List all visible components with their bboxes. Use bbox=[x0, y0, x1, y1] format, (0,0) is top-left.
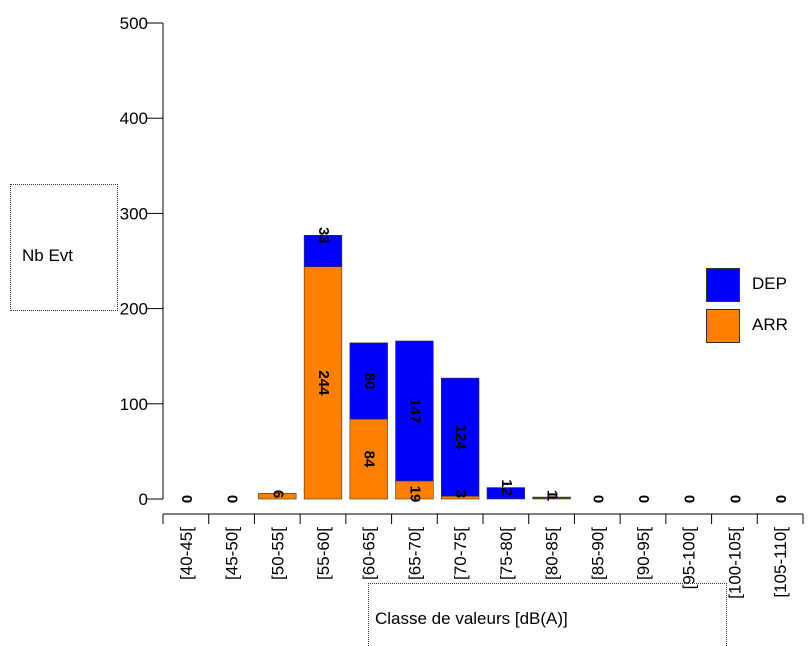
data-label-arr-8: 1 bbox=[544, 490, 561, 498]
x-tick-label-9: [85-90[ bbox=[588, 527, 607, 580]
y-tick-label-0: 0 bbox=[139, 490, 148, 509]
x-tick-label-1: [45-50[ bbox=[223, 527, 242, 580]
data-label-dep-4: 80 bbox=[361, 373, 378, 390]
y-axis-label-box bbox=[10, 184, 118, 311]
x-tick-label-0: [40-45[ bbox=[177, 527, 196, 580]
y-tick-label-500: 500 bbox=[120, 14, 148, 33]
x-tick-label-6: [70-75[ bbox=[451, 527, 470, 580]
bar-arr-2 bbox=[258, 492, 297, 500]
bar-dep-7 bbox=[486, 487, 526, 500]
legend-swatch-dep bbox=[706, 268, 740, 302]
bar-dep-8 bbox=[532, 496, 571, 499]
bar-arr-4 bbox=[349, 418, 388, 500]
bar-dep-3 bbox=[303, 234, 343, 268]
bar-dep-4 bbox=[349, 342, 388, 420]
y-tick-label-100: 100 bbox=[120, 395, 148, 414]
data-label-dep-8: 1 bbox=[544, 493, 561, 501]
bar-dep-6 bbox=[440, 377, 480, 497]
x-tick-label-12: [100-105[ bbox=[725, 527, 744, 599]
data-label-10: 0 bbox=[635, 495, 652, 503]
x-tick-label-13: [105-110[ bbox=[771, 527, 790, 598]
x-tick-label-5: [65-70[ bbox=[405, 527, 424, 580]
x-tick-label-2: [50-55[ bbox=[268, 527, 287, 580]
x-tick-label-4: [60-65[ bbox=[360, 527, 379, 580]
x-tick-label-11: [95-100[ bbox=[680, 527, 699, 590]
data-label-dep-6: 124 bbox=[452, 425, 469, 451]
bar-dep-5 bbox=[395, 340, 434, 482]
y-tick-label-400: 400 bbox=[120, 109, 148, 128]
data-label-arr-3: 244 bbox=[315, 370, 332, 396]
data-label-dep-3: 33 bbox=[315, 227, 332, 244]
x-axis-label-box bbox=[368, 583, 727, 646]
legend-swatch-arr bbox=[706, 309, 740, 343]
x-tick-label-3: [55-60[ bbox=[314, 527, 333, 580]
x-axis-label: Classe de valeurs [dB(A)] bbox=[375, 609, 568, 628]
legend-label-arr: ARR bbox=[752, 315, 788, 334]
x-tick-label-10: [90-95[ bbox=[634, 527, 653, 580]
data-label-arr-5: 19 bbox=[406, 486, 423, 503]
x-tick-label-8: [80-85[ bbox=[543, 527, 562, 580]
data-label-arr-4: 84 bbox=[361, 451, 378, 468]
data-label-9: 0 bbox=[589, 495, 606, 503]
data-label-0: 0 bbox=[178, 495, 195, 503]
data-label-11: 0 bbox=[681, 495, 698, 503]
data-label-dep-7: 12 bbox=[498, 479, 515, 496]
data-label-12: 0 bbox=[726, 495, 743, 503]
y-axis-label: Nb Evt bbox=[22, 246, 74, 265]
y-tick-label-200: 200 bbox=[120, 300, 148, 319]
data-label-dep-5: 147 bbox=[406, 398, 423, 423]
data-label-arr-6: 3 bbox=[452, 490, 469, 498]
x-tick-label-7: [75-80[ bbox=[497, 527, 516, 580]
data-label-arr-2: 6 bbox=[269, 490, 286, 498]
data-label-13: 0 bbox=[772, 495, 789, 503]
legend-label-dep: DEP bbox=[752, 274, 787, 293]
y-tick-label-300: 300 bbox=[120, 204, 148, 223]
data-label-1: 0 bbox=[224, 495, 241, 503]
